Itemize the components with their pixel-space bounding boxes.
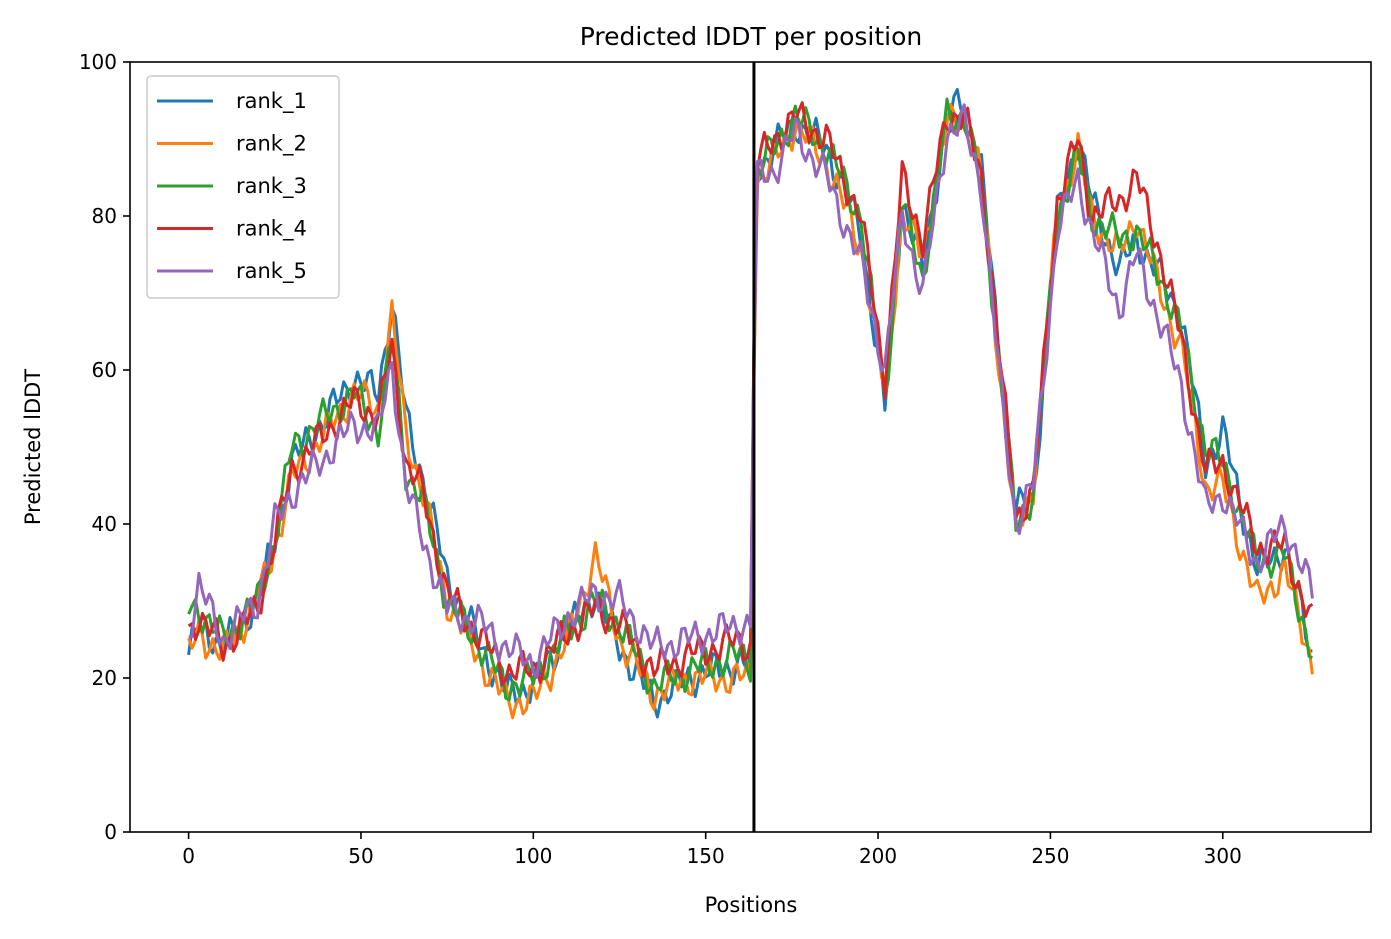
chart-title: Predicted lDDT per position <box>580 22 922 51</box>
series-line-rank_5 <box>188 103 1314 679</box>
x-tick-label: 200 <box>859 844 897 868</box>
y-axis-ticks: 0 20 40 60 80 100 <box>79 50 130 844</box>
legend-label-rank_4: rank_4 <box>236 217 307 242</box>
y-tick-label: 20 <box>92 666 117 690</box>
legend-label-rank_1: rank_1 <box>236 89 307 114</box>
plot-area-frame <box>129 61 1372 833</box>
y-tick-label: 60 <box>92 358 117 382</box>
legend-label-rank_3: rank_3 <box>236 174 307 199</box>
x-tick-label: 50 <box>348 844 373 868</box>
x-tick-label: 250 <box>1031 844 1069 868</box>
x-tick-label: 100 <box>514 844 552 868</box>
x-tick-label: 0 <box>182 844 195 868</box>
legend-label-rank_5: rank_5 <box>236 259 307 284</box>
y-tick-label: 40 <box>92 512 117 536</box>
x-axis-ticks: 0 50 100 150 200 250 300 <box>182 832 1242 868</box>
x-tick-label: 150 <box>687 844 725 868</box>
y-axis-label: Predicted lDDT <box>21 369 45 525</box>
series-line-rank_3 <box>187 97 1314 702</box>
y-tick-label: 80 <box>92 204 117 228</box>
x-tick-label: 300 <box>1204 844 1242 868</box>
y-tick-label: 0 <box>104 820 117 844</box>
legend-label-rank_2: rank_2 <box>236 132 307 157</box>
legend-box <box>146 75 340 299</box>
series-lines <box>187 88 1314 720</box>
x-axis-label: Positions <box>705 893 798 917</box>
series-line-rank_4 <box>187 101 1314 687</box>
y-tick-label: 100 <box>79 50 117 74</box>
legend: rank_1 rank_2 rank_3 rank_4 rank_5 <box>146 75 340 299</box>
